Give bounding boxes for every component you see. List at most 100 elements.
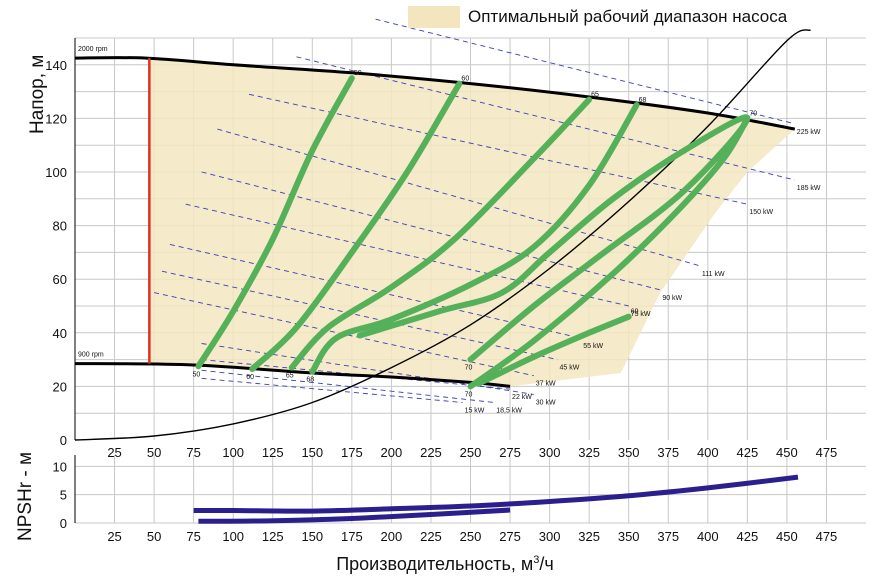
efficiency-label-top: 70	[749, 110, 757, 117]
x-tick-label: 275	[499, 445, 521, 460]
x-tick-label: 175	[341, 445, 363, 460]
npsh-x-tick-label: 100	[222, 529, 244, 544]
power-label: 185 kW	[797, 185, 821, 192]
x-tick-label: 475	[816, 445, 838, 460]
power-line	[154, 292, 534, 377]
y-tick-label: 60	[53, 272, 67, 287]
power-label: 225 kW	[797, 129, 821, 136]
x-tick-label: 325	[578, 445, 600, 460]
x-tick-label: 375	[657, 445, 679, 460]
y-tick-label: 80	[53, 219, 67, 234]
y-tick-label: 120	[45, 111, 67, 126]
speed-curve	[74, 362, 511, 388]
efficiency-label-top: 50	[354, 70, 362, 77]
x-axis-label-tail: /ч	[539, 554, 554, 574]
efficiency-label-top: 69	[631, 309, 639, 316]
power-line	[375, 18, 795, 125]
x-tick-label: 425	[736, 445, 758, 460]
npsh-x-tick-label: 150	[301, 529, 323, 544]
x-axis-label-sup: 3	[533, 554, 540, 566]
efficiency-label-bottom: 68	[306, 377, 314, 384]
power-label: 30 kW	[536, 399, 556, 406]
power-line	[201, 171, 661, 291]
npsh-x-tick-label: 125	[262, 529, 284, 544]
x-axis-label: Производительность, м3/ч	[0, 554, 890, 575]
npsh-x-tick-label: 175	[341, 529, 363, 544]
efficiency-curve	[475, 313, 632, 387]
efficiency-label-top: 65	[591, 92, 599, 99]
npsh-x-tick-label: 300	[539, 529, 561, 544]
x-tick-label: 450	[776, 445, 798, 460]
power-label: 45 kW	[560, 365, 580, 372]
x-tick-label: 50	[147, 445, 161, 460]
efficiency-label-top: 60	[461, 76, 469, 83]
npsh-x-tick-label: 75	[186, 529, 200, 544]
efficiency-curve	[356, 114, 751, 363]
legend: Оптимальный рабочий диапазон насоса	[408, 6, 787, 28]
npsh-curve	[193, 474, 799, 514]
y-tick-label: 100	[45, 165, 67, 180]
y-tick-label: 40	[53, 326, 67, 341]
power-label: 75 kW	[631, 311, 651, 318]
efficiency-label-bottom: 70	[465, 391, 473, 398]
power-label: 18,5 kW	[496, 407, 522, 414]
npsh-x-tick-label: 400	[697, 529, 719, 544]
efficiency-curve	[467, 115, 751, 390]
npsh-x-tick-label: 450	[776, 529, 798, 544]
legend-label: Оптимальный рабочий диапазон насоса	[468, 7, 788, 26]
npsh-x-tick-label: 375	[657, 529, 679, 544]
power-line	[201, 369, 495, 403]
efficiency-label-top: 68	[639, 97, 647, 104]
npsh-x-tick-label: 425	[736, 529, 758, 544]
y-tick-label: 20	[53, 379, 67, 394]
npsh-x-tick-label: 350	[618, 529, 640, 544]
x-axis-label-text: Производительность, м	[336, 554, 534, 574]
system-curve	[74, 29, 811, 441]
power-label: 55 kW	[583, 343, 603, 350]
efficiency-curve	[309, 102, 640, 375]
npsh-x-tick-label: 200	[381, 529, 403, 544]
npsh-x-tick-label: 275	[499, 529, 521, 544]
x-tick-label: 100	[222, 445, 244, 460]
efficiency-label-bottom: 70	[465, 365, 473, 372]
x-tick-label: 350	[618, 445, 640, 460]
efficiency-curve	[195, 75, 355, 370]
efficiency-label-bottom: 50	[192, 371, 200, 378]
x-tick-label: 125	[262, 445, 284, 460]
npsh-y-tick-label: 0	[60, 516, 67, 531]
power-label: 90 kW	[662, 295, 682, 302]
legend-swatch	[408, 6, 460, 28]
speed-label: 900 rpm	[78, 352, 104, 359]
npsh-x-tick-label: 225	[420, 529, 442, 544]
power-label: 15 kW	[465, 407, 485, 414]
head-axis-label: Напор, м	[27, 54, 48, 134]
x-tick-label: 200	[381, 445, 403, 460]
npsh-y-tick-label: 10	[53, 459, 67, 474]
npsh-y-tick-label: 5	[60, 488, 67, 503]
efficiency-label-bottom: 65	[286, 373, 294, 380]
npsh-x-tick-label: 250	[460, 529, 482, 544]
power-label: 37 kW	[536, 381, 556, 388]
x-tick-label: 300	[539, 445, 561, 460]
x-tick-label: 150	[301, 445, 323, 460]
x-tick-label: 250	[460, 445, 482, 460]
x-tick-label: 400	[697, 445, 719, 460]
x-tick-label: 25	[107, 445, 121, 460]
npsh-curve	[198, 507, 511, 524]
npsh-x-tick-label: 475	[816, 529, 838, 544]
npsh-x-tick-label: 325	[578, 529, 600, 544]
y-tick-label: 0	[60, 433, 67, 448]
efficiency-curve	[288, 96, 593, 371]
efficiency-curve	[249, 80, 463, 372]
npsh-axis-label: NPSHr - м	[15, 451, 36, 541]
x-tick-label: 75	[186, 445, 200, 460]
power-line	[201, 377, 463, 403]
efficiency-label-bottom: 60	[246, 374, 254, 381]
speed-curve	[74, 56, 796, 131]
speed-label: 2000 rpm	[78, 46, 108, 53]
power-label: 111 kW	[702, 271, 725, 278]
npsh-x-tick-label: 25	[107, 529, 121, 544]
npsh-x-tick-label: 50	[147, 529, 161, 544]
x-tick-label: 225	[420, 445, 442, 460]
